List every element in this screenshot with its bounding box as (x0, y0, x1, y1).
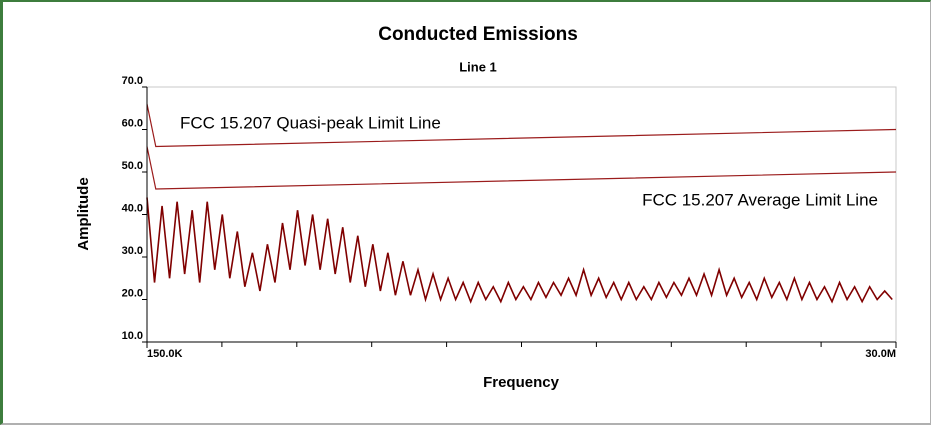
chart-subtitle: Line 1 (459, 59, 497, 74)
y-tick-label: 40.0 (122, 202, 143, 214)
x-tick-label: 150.0K (147, 348, 183, 360)
y-tick-label: 50.0 (122, 160, 143, 172)
series-line (146, 146, 897, 190)
chart-title: Conducted Emissions (378, 24, 578, 45)
y-tick-label: 10.0 (122, 330, 143, 342)
y-tick-label: 60.0 (122, 117, 143, 129)
limit-line-annotation: FCC 15.207 Average Limit Line (642, 190, 878, 209)
series-line (146, 197, 893, 304)
y-tick-label: 30.0 (122, 245, 143, 257)
y-axis-label: Amplitude (75, 177, 92, 250)
series-line (146, 103, 897, 148)
annotation-background (177, 113, 444, 133)
limit-line-annotation: FCC 15.207 Quasi-peak Limit Line (180, 113, 441, 132)
y-tick-label: 70.0 (122, 75, 143, 87)
x-axis-label: Frequency (483, 374, 560, 391)
annotation-background (639, 190, 881, 210)
x-tick-label: 30.0M (865, 348, 896, 360)
y-tick-label: 20.0 (122, 287, 143, 299)
